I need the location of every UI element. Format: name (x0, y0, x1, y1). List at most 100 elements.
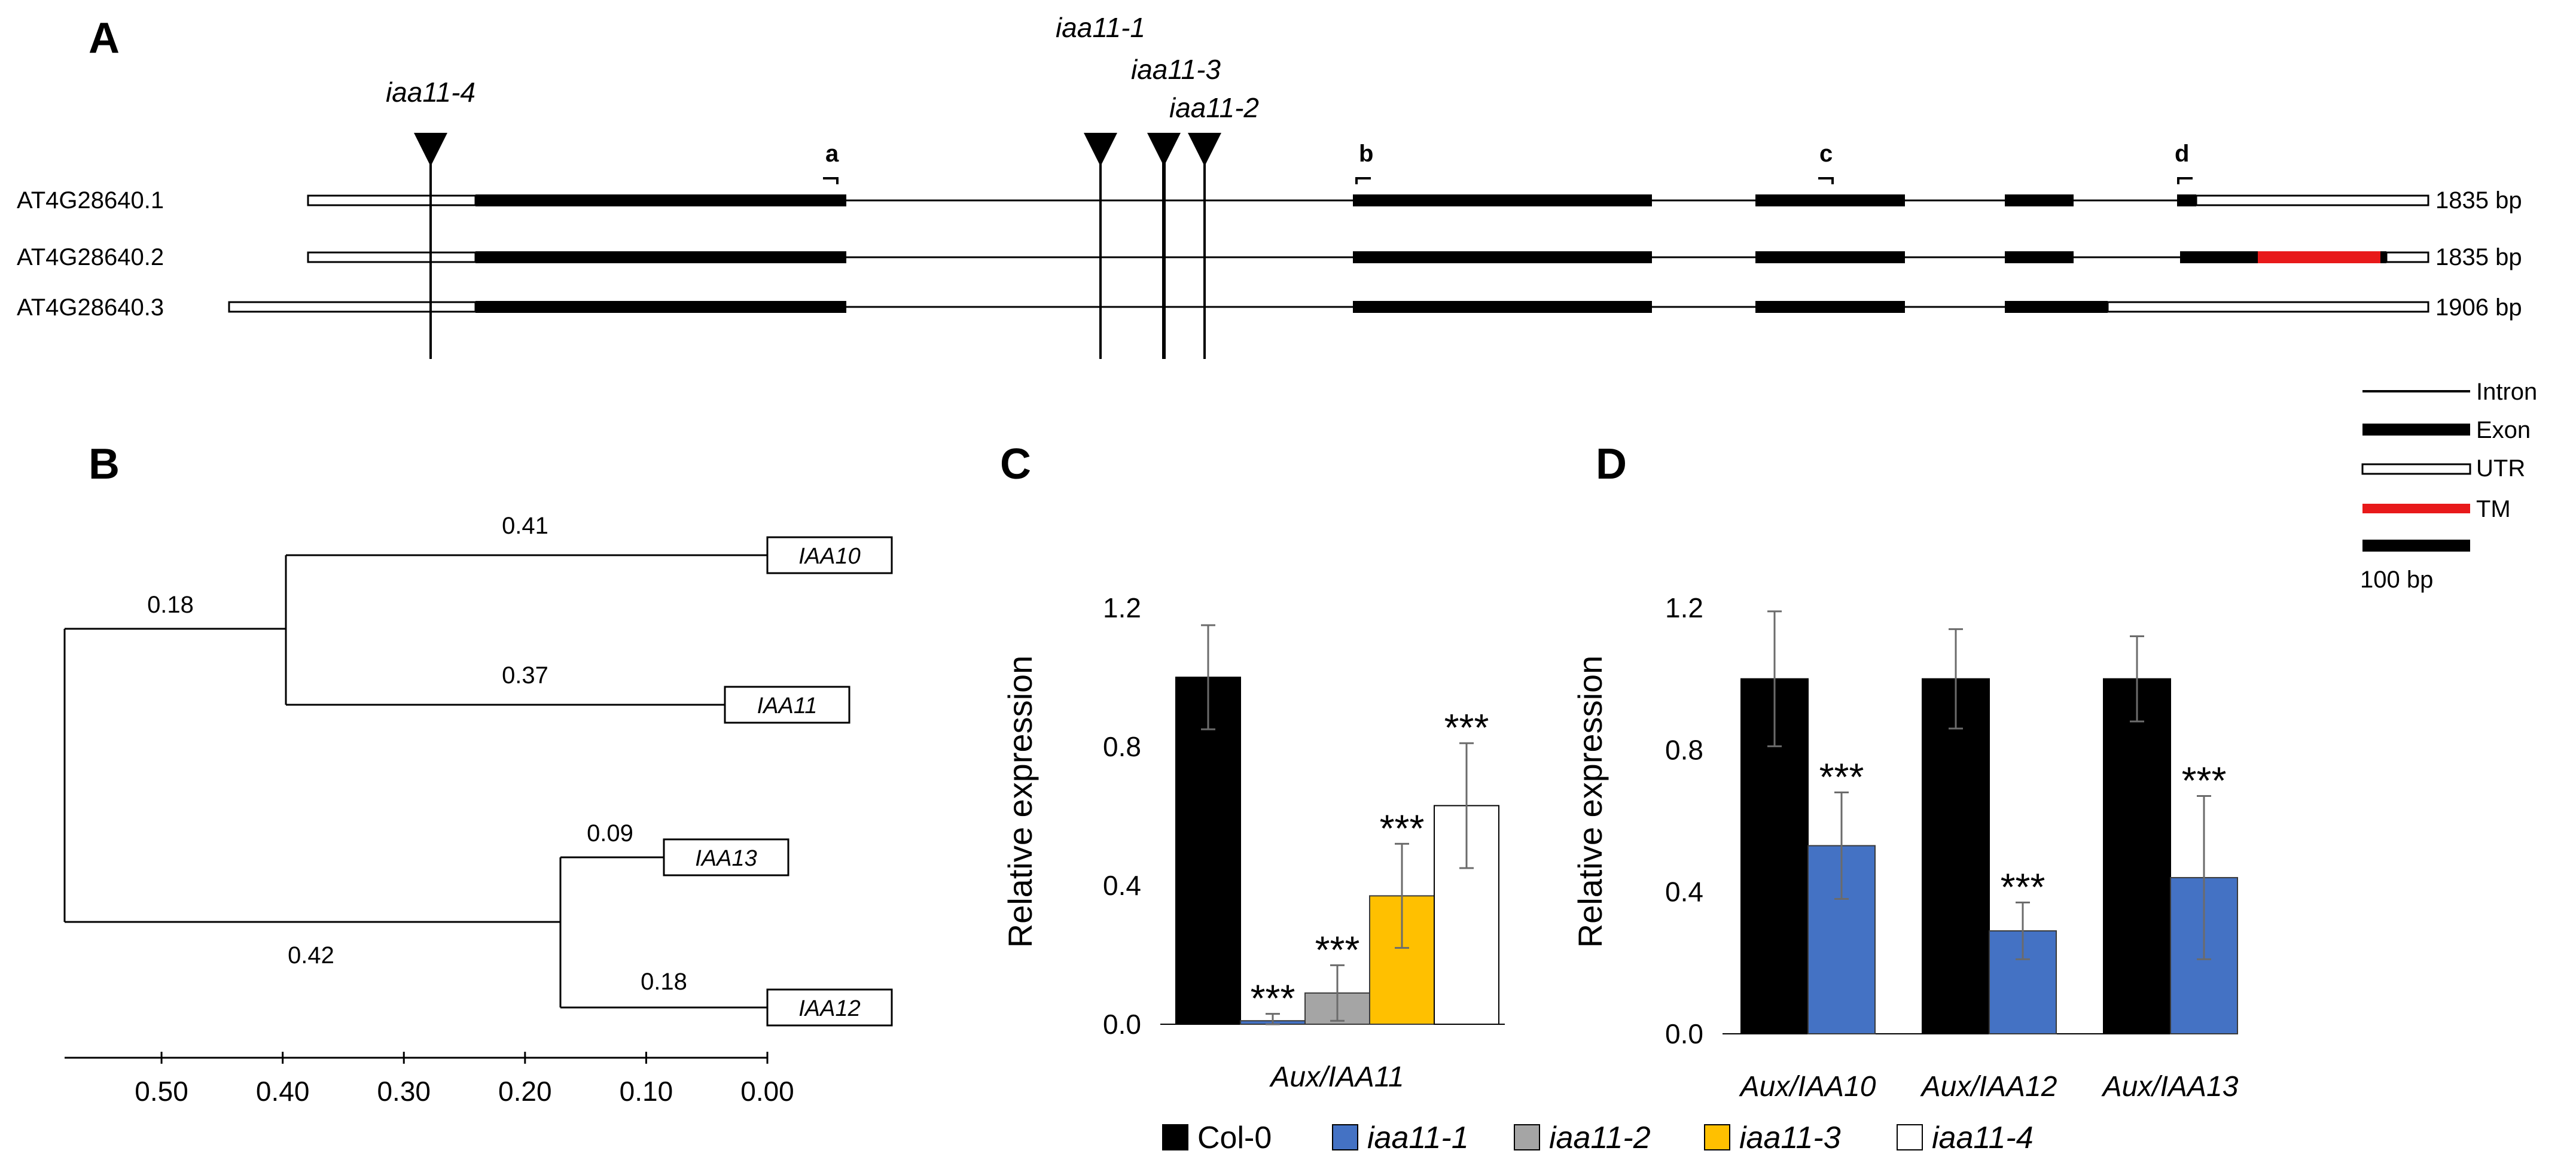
transcript-3-model (228, 301, 2429, 313)
tree-branches (63, 554, 767, 1009)
legend-swatch-iaa11-1 (1332, 1124, 1358, 1150)
exon-block (2005, 301, 2108, 313)
utr-block (2106, 301, 2429, 313)
exon-block (2177, 194, 2196, 206)
primer-b: b (1355, 141, 1373, 184)
chart-d-y-label: Relative expression (1571, 656, 1609, 948)
utr-block (307, 251, 477, 263)
insertion-triangle-icon (414, 133, 447, 166)
panel-letter-d: D (1596, 440, 1627, 488)
tree-gene-box (766, 988, 893, 1027)
legend-exon-label: Exon (2476, 417, 2531, 443)
primer-arrow-icon (1355, 177, 1371, 184)
legend-intron-label: Intron (2476, 379, 2537, 405)
exon-block (2380, 251, 2386, 263)
branch-length-iaa13: 0.09 (587, 820, 633, 847)
tree-gene-iaa10: IAA10 (798, 544, 861, 569)
primer-d: d (2175, 141, 2193, 184)
tree-gene-box (663, 838, 789, 876)
insertion-triangle-icon (1188, 133, 1221, 166)
transcript-1-model (307, 194, 2429, 206)
transcript-2-model (307, 251, 2429, 263)
exon-block (2005, 251, 2074, 263)
legend-label-col-0: Col-0 (1197, 1121, 1272, 1155)
x-category-label: Aux/IAA10 (1739, 1071, 1876, 1103)
primer-arrow-icon (1818, 177, 1834, 184)
primer-label-d: d (2175, 141, 2189, 167)
insertion-iaa11-3: iaa11-3 (1131, 54, 1221, 359)
utr-block (2385, 251, 2429, 263)
branch-length-iaa10: 0.41 (502, 513, 548, 539)
chart-c-plot: 0.0 0.4 0.8 1.2 *** *** *** *** Aux/IAA11 (1103, 592, 1505, 1093)
tree-gene-iaa11: IAA11 (757, 693, 818, 719)
legend-exon-swatch (2362, 424, 2470, 436)
legend-utr-swatch (2361, 463, 2471, 475)
transcript-label-3: AT4G28640.3 (17, 294, 164, 321)
exon-block (1353, 301, 1652, 313)
x-category-label: Aux/IAA12 (1920, 1071, 2057, 1103)
primer-c: c (1818, 141, 1834, 184)
primer-arrow-icon (823, 177, 839, 184)
legend-tm-label: TM (2476, 496, 2511, 522)
exon-block (1755, 251, 1905, 263)
y-tick-label: 0.8 (1665, 734, 1703, 765)
utr-block (228, 301, 477, 313)
utr-block (2195, 194, 2429, 206)
legend-label-iaa11-3: iaa11-3 (1739, 1121, 1841, 1155)
allele-label-iaa11-1: iaa11-1 (1056, 12, 1145, 43)
tree-gene-box (724, 686, 850, 724)
exon-block (2005, 194, 2074, 206)
insertion-iaa11-4: iaa11-4 (386, 77, 475, 359)
exon-block (1755, 194, 1905, 206)
branch-length-lower: 0.42 (288, 942, 334, 969)
structure-legend: Intron Exon UTR TM 100 bp (2360, 379, 2537, 593)
significance-stars: *** (2182, 759, 2227, 802)
exon-block (1353, 194, 1652, 206)
transcript-label-1: AT4G28640.1 (17, 187, 164, 214)
significance-stars: *** (1444, 706, 1489, 749)
insertion-triangle-icon (1084, 133, 1117, 166)
tree-axis-tick-label: 0.20 (498, 1076, 552, 1107)
primer-label-a: a (825, 141, 839, 167)
y-tick-label: 1.2 (1103, 592, 1141, 623)
y-tick-label: 0.4 (1665, 876, 1703, 908)
tree-axis-tick-label: 0.00 (740, 1076, 794, 1107)
legend-tm-swatch (2362, 504, 2470, 513)
panel-c: C Relative expression 0.0 0.4 0.8 1.2 *** ***… (1000, 440, 1505, 1093)
legend-scale-bar (2362, 540, 2470, 552)
legend-swatch-col-0 (1162, 1124, 1188, 1150)
tm-domain-block (2258, 251, 2380, 263)
panel-letter-c: C (1000, 440, 1031, 488)
branch-length-iaa12: 0.18 (641, 969, 687, 995)
tree-gene-iaa12: IAA12 (798, 996, 861, 1021)
insertion-triangle-icon (1147, 133, 1181, 166)
bar-col-0-aux-iaa12 (1922, 678, 1990, 1034)
tree-axis: 0.50 0.40 0.30 0.20 0.10 0.00 (135, 1052, 794, 1107)
chart-c-y-label: Relative expression (1001, 656, 1039, 948)
exon-block (475, 251, 846, 263)
legend-swatch-iaa11-2 (1514, 1124, 1540, 1150)
exon-block (475, 301, 846, 313)
tree-gene-iaa13: IAA13 (695, 846, 757, 871)
exon-block (1755, 301, 1905, 313)
transcript-size-3: 1906 bp (2435, 294, 2522, 321)
tree-axis-tick-label: 0.10 (620, 1076, 673, 1107)
primer-arrow-icon (2177, 177, 2193, 184)
y-tick-label: 0.0 (1103, 1009, 1141, 1040)
allele-label-iaa11-3: iaa11-3 (1131, 54, 1221, 85)
primer-label-b: b (1359, 141, 1373, 167)
tree-axis-tick-label: 0.30 (377, 1076, 431, 1107)
y-tick-label: 1.2 (1665, 592, 1703, 623)
y-tick-label: 0.0 (1665, 1018, 1703, 1049)
exon-block (475, 194, 846, 206)
y-tick-label: 0.4 (1103, 870, 1141, 901)
branch-length-upper: 0.18 (147, 592, 194, 618)
transcript-size-2: 1835 bp (2435, 244, 2522, 270)
significance-stars: *** (1380, 806, 1425, 850)
legend-swatch-iaa11-3 (1704, 1124, 1730, 1150)
primer-label-c: c (1819, 141, 1833, 167)
legend-scale-label: 100 bp (2360, 567, 2433, 593)
bar-col-0-aux-iaa11 (1175, 677, 1241, 1025)
panel-letter-a: A (89, 14, 120, 62)
